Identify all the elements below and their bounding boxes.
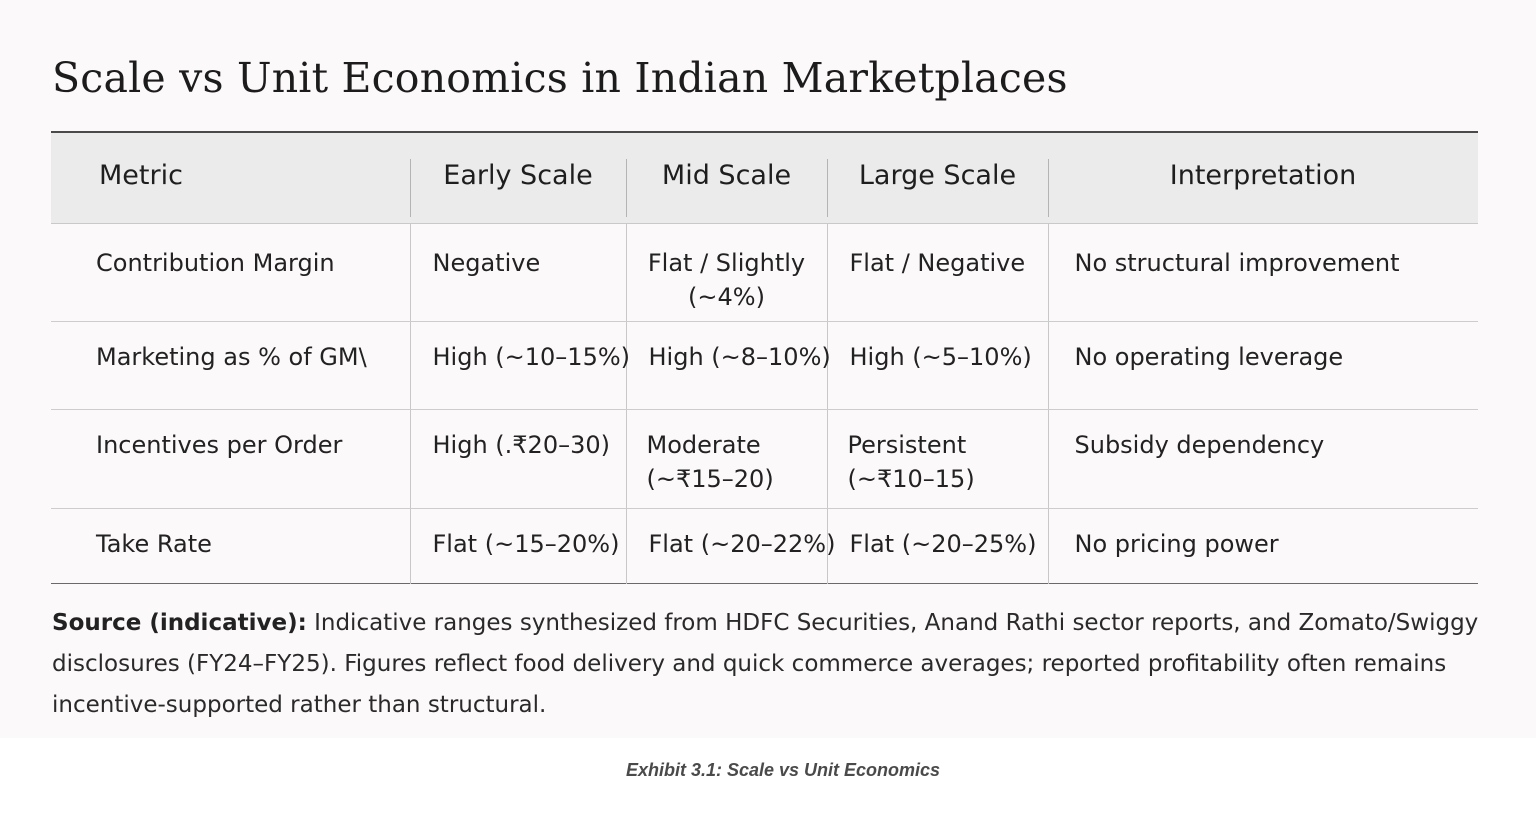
cell-large-scale: Flat (~20–25%) (826, 508, 1048, 583)
cell-metric: Incentives per Order (51, 409, 410, 509)
exhibit-caption: Exhibit 3.1: Scale vs Unit Economics (625, 760, 941, 780)
cell-metric: Take Rate (96, 529, 212, 558)
cell-metric: Contribution Margin (51, 223, 410, 322)
source-text: Indicative ranges synthesized from HDFC … (52, 610, 1479, 718)
economics-table-wrapper: Metric Early Scale Mid Scale Large Scale… (51, 131, 1478, 584)
table-row: Marketing as % of GM\ High (~10–15%) Hig… (51, 321, 1478, 410)
header-early-scale: Early Scale (410, 132, 626, 224)
cell-early-scale: Flat (~15–20%) (409, 508, 626, 583)
table-row: Incentives per Order High (.₹20–30) Mode… (51, 409, 1478, 509)
cell-interpretation: No operating leverage (1047, 321, 1478, 410)
exhibit-figure: Scale vs Unit Economics in Indian Market… (51, 54, 1492, 726)
header-mid-scale: Mid Scale (626, 132, 827, 224)
cell-large-scale: Flat / Negative (826, 223, 1048, 322)
cell-large-scale: High (~5–10%) (826, 321, 1048, 410)
source-label: Source (indicative): (52, 610, 307, 636)
table-row: Contribution Margin Negative Flat / Slig… (51, 223, 1478, 322)
cell-interpretation: Subsidy dependency (1047, 409, 1478, 509)
cell-early-scale: High (~10–15%) (409, 321, 630, 410)
cell-early-scale: Negative (409, 223, 626, 322)
source-note: Source (indicative): Indicative ranges s… (52, 603, 1492, 726)
table-header: Metric Early Scale Mid Scale Large Scale… (51, 132, 1478, 224)
header-interpretation: Interpretation (1048, 132, 1478, 224)
cell-mid-scale: Moderate (~₹15–20) (625, 409, 827, 509)
economics-table: Metric Early Scale Mid Scale Large Scale… (51, 131, 1478, 584)
table-row: Take Rate Flat (~15–20%) Flat (~20–22%) … (51, 508, 1478, 583)
cell-metric: Marketing as % of GM\ (51, 321, 410, 410)
exhibit-title: Scale vs Unit Economics in Indian Market… (52, 54, 1068, 102)
cell-mid-scale: Flat (~20–22%) (625, 508, 835, 583)
table-body: Contribution Margin Negative Flat / Slig… (51, 223, 1478, 583)
header-row: Metric Early Scale Mid Scale Large Scale… (51, 132, 1478, 224)
cell-mid-scale: High (~8–10%) (625, 321, 831, 410)
cell-interpretation: No structural improvement (1047, 223, 1478, 322)
header-large-scale: Large Scale (827, 132, 1048, 224)
cell-interpretation: No pricing power (1047, 508, 1478, 583)
cell-early-scale: High (.₹20–30) (409, 409, 626, 509)
cell-large-scale: Persistent (~₹10–15) (826, 409, 1048, 509)
header-metric: Metric (51, 132, 410, 224)
cell-mid-scale: Flat / Slightly (~4%) (625, 223, 827, 322)
